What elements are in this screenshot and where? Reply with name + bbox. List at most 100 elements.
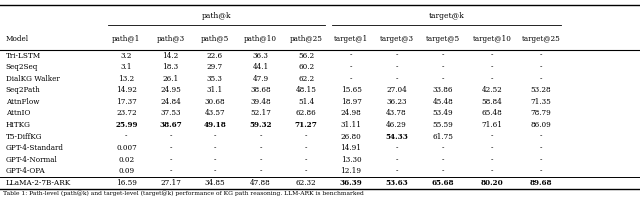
Text: 71.27: 71.27 bbox=[295, 121, 317, 129]
Text: 58.84: 58.84 bbox=[481, 98, 502, 106]
Text: -: - bbox=[540, 75, 542, 83]
Text: -: - bbox=[491, 156, 493, 164]
Text: 60.2: 60.2 bbox=[298, 63, 314, 71]
Text: path@25: path@25 bbox=[290, 35, 323, 43]
Text: -: - bbox=[540, 52, 542, 60]
Text: 46.29: 46.29 bbox=[386, 121, 407, 129]
Text: 43.78: 43.78 bbox=[386, 109, 407, 117]
Text: -: - bbox=[305, 144, 307, 152]
Text: 65.68: 65.68 bbox=[431, 179, 454, 187]
Text: 25.99: 25.99 bbox=[115, 121, 138, 129]
Text: -: - bbox=[442, 63, 444, 71]
Text: 42.52: 42.52 bbox=[481, 86, 502, 94]
Text: -: - bbox=[396, 156, 397, 164]
Text: 54.33: 54.33 bbox=[385, 133, 408, 141]
Text: T5-DiffKG: T5-DiffKG bbox=[6, 133, 42, 141]
Text: -: - bbox=[540, 63, 542, 71]
Text: Seq2Seq: Seq2Seq bbox=[6, 63, 38, 71]
Text: 47.9: 47.9 bbox=[252, 75, 269, 83]
Text: 47.88: 47.88 bbox=[250, 179, 271, 187]
Text: -: - bbox=[396, 52, 397, 60]
Text: 26.1: 26.1 bbox=[163, 75, 179, 83]
Text: 24.98: 24.98 bbox=[340, 109, 362, 117]
Text: 39.48: 39.48 bbox=[250, 98, 271, 106]
Text: 22.6: 22.6 bbox=[207, 52, 223, 60]
Text: -: - bbox=[305, 133, 307, 141]
Text: 34.85: 34.85 bbox=[204, 179, 225, 187]
Text: -: - bbox=[350, 52, 352, 60]
Text: -: - bbox=[491, 144, 493, 152]
Text: 0.007: 0.007 bbox=[116, 144, 137, 152]
Text: 36.39: 36.39 bbox=[340, 179, 362, 187]
Text: GPT-4-Standard: GPT-4-Standard bbox=[6, 144, 64, 152]
Text: 3.1: 3.1 bbox=[121, 63, 132, 71]
Text: -: - bbox=[170, 144, 172, 152]
Text: -: - bbox=[442, 75, 444, 83]
Text: -: - bbox=[396, 63, 397, 71]
Text: 71.35: 71.35 bbox=[531, 98, 551, 106]
Text: 24.84: 24.84 bbox=[160, 98, 181, 106]
Text: -: - bbox=[540, 133, 542, 141]
Text: 44.1: 44.1 bbox=[252, 63, 269, 71]
Text: AttnIO: AttnIO bbox=[6, 109, 30, 117]
Text: 55.59: 55.59 bbox=[433, 121, 453, 129]
Text: -: - bbox=[259, 156, 262, 164]
Text: 27.17: 27.17 bbox=[160, 179, 181, 187]
Text: 13.30: 13.30 bbox=[340, 156, 362, 164]
Text: 18.3: 18.3 bbox=[163, 63, 179, 71]
Text: -: - bbox=[350, 63, 352, 71]
Text: -: - bbox=[170, 133, 172, 141]
Text: 12.19: 12.19 bbox=[340, 167, 362, 175]
Text: 0.09: 0.09 bbox=[118, 167, 134, 175]
Text: Table 1: Path-level (path@k) and target-level (target@k) performance of KG path : Table 1: Path-level (path@k) and target-… bbox=[3, 191, 364, 197]
Text: 24.95: 24.95 bbox=[160, 86, 181, 94]
Text: 15.65: 15.65 bbox=[340, 86, 362, 94]
Text: 26.80: 26.80 bbox=[340, 133, 362, 141]
Text: DialKG Walker: DialKG Walker bbox=[6, 75, 60, 83]
Text: 78.79: 78.79 bbox=[531, 109, 551, 117]
Text: Model: Model bbox=[6, 35, 29, 43]
Text: 17.37: 17.37 bbox=[116, 98, 137, 106]
Text: -: - bbox=[214, 133, 216, 141]
Text: 36.3: 36.3 bbox=[253, 52, 268, 60]
Text: 3.2: 3.2 bbox=[121, 52, 132, 60]
Text: 62.32: 62.32 bbox=[296, 179, 317, 187]
Text: 48.15: 48.15 bbox=[296, 86, 317, 94]
Text: path@3: path@3 bbox=[157, 35, 184, 43]
Text: 38.68: 38.68 bbox=[250, 86, 271, 94]
Text: target@25: target@25 bbox=[522, 35, 560, 43]
Text: 0.02: 0.02 bbox=[118, 156, 134, 164]
Text: -: - bbox=[540, 144, 542, 152]
Text: AttnFlow: AttnFlow bbox=[6, 98, 39, 106]
Text: 59.32: 59.32 bbox=[249, 121, 272, 129]
Text: -: - bbox=[214, 156, 216, 164]
Text: -: - bbox=[396, 75, 397, 83]
Text: 62.86: 62.86 bbox=[296, 109, 317, 117]
Text: -: - bbox=[259, 167, 262, 175]
Text: -: - bbox=[540, 156, 542, 164]
Text: -: - bbox=[259, 144, 262, 152]
Text: target@3: target@3 bbox=[380, 35, 413, 43]
Text: 18.97: 18.97 bbox=[340, 98, 362, 106]
Text: -: - bbox=[442, 52, 444, 60]
Text: 14.2: 14.2 bbox=[163, 52, 179, 60]
Text: target@5: target@5 bbox=[426, 35, 460, 43]
Text: -: - bbox=[491, 52, 493, 60]
Text: -: - bbox=[442, 167, 444, 175]
Text: 61.75: 61.75 bbox=[433, 133, 453, 141]
Text: 33.86: 33.86 bbox=[433, 86, 453, 94]
Text: 53.28: 53.28 bbox=[531, 86, 551, 94]
Text: -: - bbox=[442, 144, 444, 152]
Text: 29.7: 29.7 bbox=[207, 63, 223, 71]
Text: 23.72: 23.72 bbox=[116, 109, 137, 117]
Text: path@10: path@10 bbox=[244, 35, 277, 43]
Text: HiTKG: HiTKG bbox=[6, 121, 31, 129]
Text: 38.67: 38.67 bbox=[159, 121, 182, 129]
Text: -: - bbox=[396, 144, 397, 152]
Text: -: - bbox=[305, 167, 307, 175]
Text: 89.68: 89.68 bbox=[529, 179, 552, 187]
Text: target@1: target@1 bbox=[334, 35, 368, 43]
Text: 56.2: 56.2 bbox=[298, 52, 314, 60]
Text: 65.48: 65.48 bbox=[481, 109, 502, 117]
Text: 53.49: 53.49 bbox=[433, 109, 453, 117]
